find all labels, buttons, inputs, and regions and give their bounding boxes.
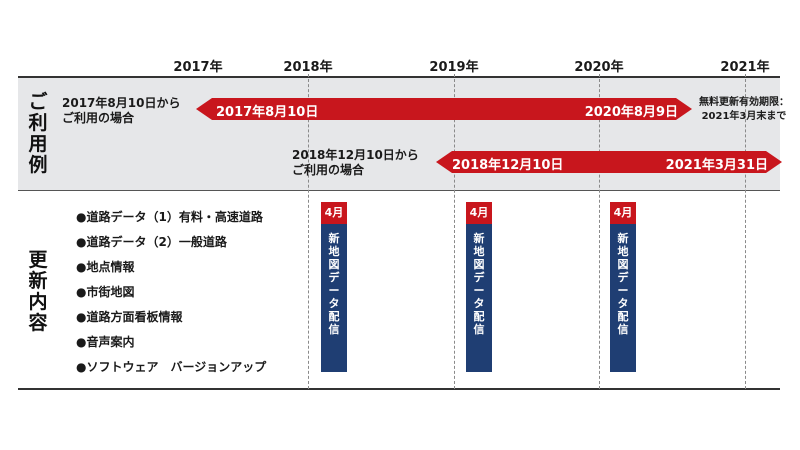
delivery-month-badge: 4月 — [610, 202, 636, 224]
case2-start-date: 2018年12月10日 — [452, 158, 564, 173]
update-item: ●道路データ（1）有料・高速道路 — [76, 210, 263, 224]
update-item: ●音声案内 — [76, 335, 135, 349]
free-update-note: 無料更新有効期限： 2021年3月末まで — [699, 97, 789, 122]
update-item: ●ソフトウェア バージョンアップ — [76, 360, 267, 374]
bottom-rule — [18, 388, 780, 390]
case1-end-date: 2020年8月9日 — [584, 105, 678, 120]
case1-start-date: 2017年8月10日 — [216, 105, 319, 120]
top-rule — [18, 76, 780, 78]
delivery-month-badge: 4月 — [466, 202, 492, 224]
case1-period-arrow: 2017年8月10日 2020年8月9日 — [196, 98, 692, 120]
year-label-2020: 2020年 — [574, 60, 624, 75]
year-label-2021: 2021年 — [720, 60, 770, 75]
year-label-2017: 2017年 — [173, 60, 223, 75]
year-line-2018 — [308, 74, 309, 389]
delivery-2018: 4月 新地 図デ ータ 配信 — [321, 202, 347, 372]
update-content-title: 更 新 内 容 — [28, 249, 48, 334]
delivery-text: 新地 図デ ータ 配信 — [321, 224, 347, 372]
case2-end-date: 2021年3月31日 — [665, 158, 768, 173]
case2-label: 2018年12月10日から ご利用の場合 — [292, 148, 419, 177]
year-line-2021 — [745, 74, 746, 389]
delivery-month-badge: 4月 — [321, 202, 347, 224]
update-item: ●道路データ（2）一般道路 — [76, 235, 227, 249]
section-divider — [18, 190, 780, 191]
year-label-2018: 2018年 — [283, 60, 333, 75]
case1-label: 2017年8月10日から ご利用の場合 — [62, 96, 181, 125]
delivery-text: 新地 図デ ータ 配信 — [466, 224, 492, 372]
update-item: ●道路方面看板情報 — [76, 310, 183, 324]
delivery-2019: 4月 新地 図デ ータ 配信 — [466, 202, 492, 372]
year-line-2019 — [454, 74, 455, 389]
update-item: ●市街地図 — [76, 285, 135, 299]
delivery-2020: 4月 新地 図デ ータ 配信 — [610, 202, 636, 372]
year-line-2020 — [599, 74, 600, 389]
update-item: ●地点情報 — [76, 260, 135, 274]
year-label-2019: 2019年 — [429, 60, 479, 75]
case2-period-arrow: 2018年12月10日 2021年3月31日 — [436, 151, 782, 173]
delivery-text: 新地 図デ ータ 配信 — [610, 224, 636, 372]
usage-example-title: ご 利 用 例 — [28, 91, 48, 176]
